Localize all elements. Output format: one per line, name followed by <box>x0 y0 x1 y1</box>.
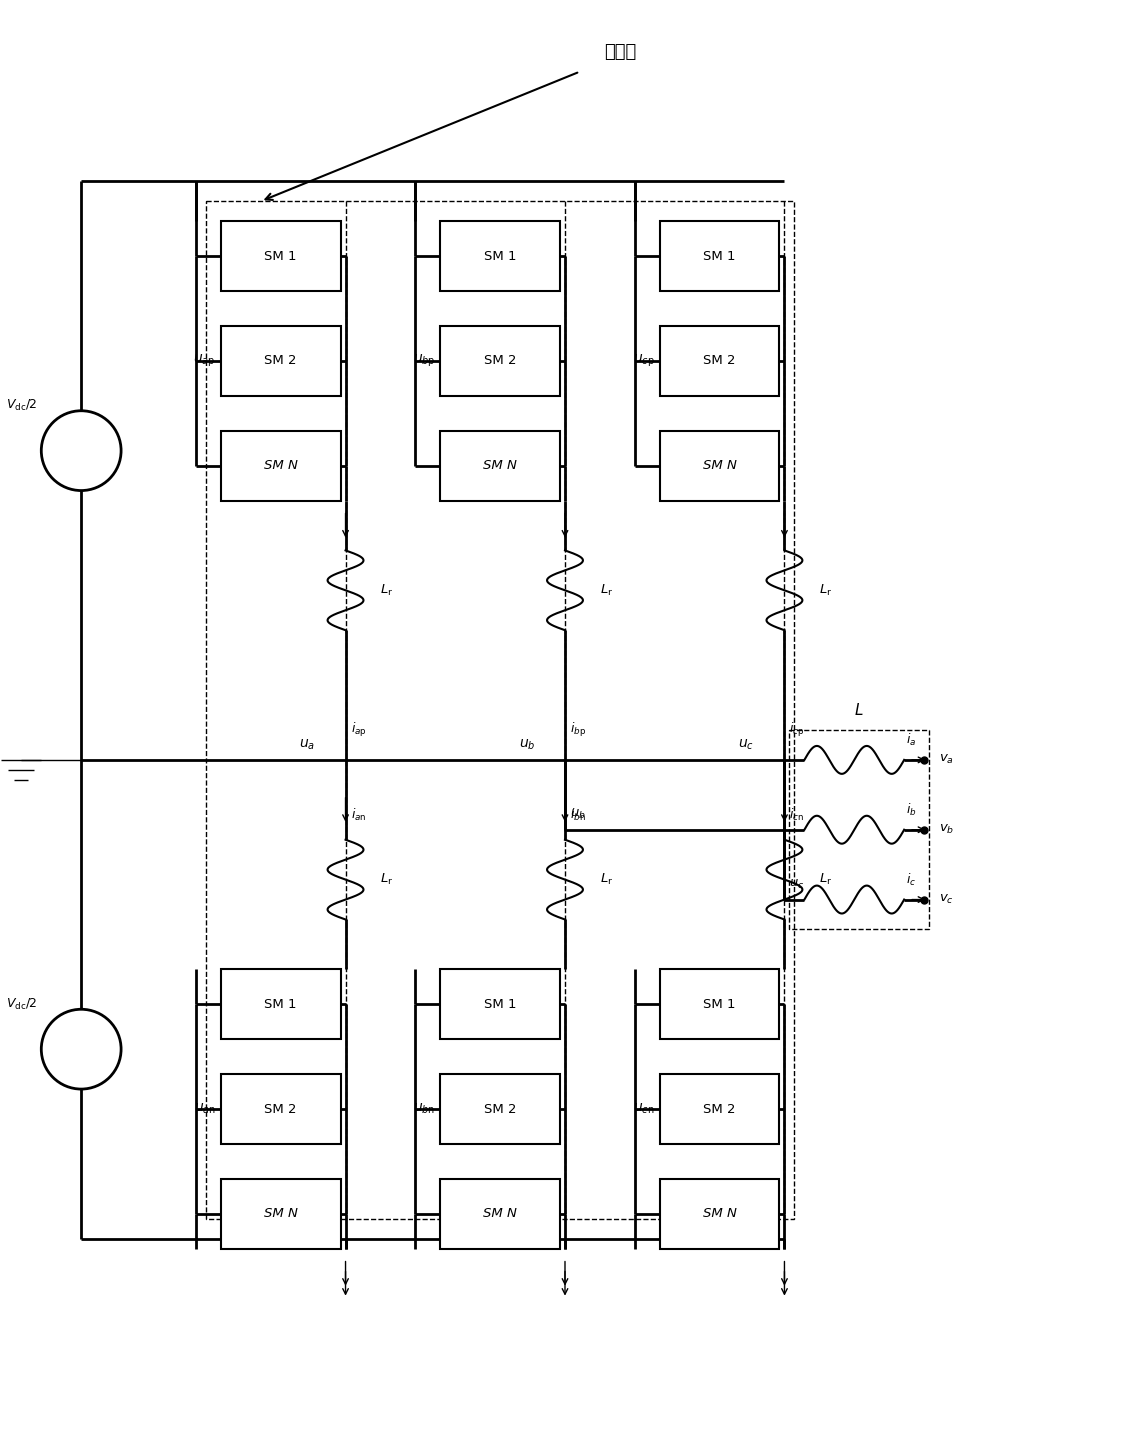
Text: $u_{c\rm p}$: $u_{c\rm p}$ <box>633 353 655 369</box>
Text: $v_a$: $v_a$ <box>939 753 954 766</box>
Text: $i_{a\rm n}$: $i_{a\rm n}$ <box>350 807 366 823</box>
Text: $u_{c}$: $u_{c}$ <box>739 737 754 752</box>
Text: SM N: SM N <box>483 459 517 472</box>
Text: $u_{b\rm n}$: $u_{b\rm n}$ <box>413 1102 436 1116</box>
Bar <box>660 1075 779 1145</box>
Text: $u_{a}$: $u_{a}$ <box>300 737 315 752</box>
Text: $u_{a\rm n}$: $u_{a\rm n}$ <box>194 1102 216 1116</box>
Text: $L_{\rm r}$: $L_{\rm r}$ <box>820 583 832 597</box>
Bar <box>440 969 560 1039</box>
Text: $u_{b}$: $u_{b}$ <box>519 737 535 752</box>
Text: SM 2: SM 2 <box>265 1103 297 1116</box>
Text: $u_{b\rm p}$: $u_{b\rm p}$ <box>413 353 436 369</box>
Bar <box>440 430 560 500</box>
Circle shape <box>42 410 122 490</box>
Text: SM 2: SM 2 <box>704 1103 736 1116</box>
Text: SM 2: SM 2 <box>265 354 297 367</box>
Text: $v_b$: $v_b$ <box>939 823 955 836</box>
Text: $L_{\rm r}$: $L_{\rm r}$ <box>381 872 394 887</box>
Text: $L_{\rm r}$: $L_{\rm r}$ <box>600 872 614 887</box>
Bar <box>660 1179 779 1249</box>
Text: SM N: SM N <box>703 459 736 472</box>
Bar <box>440 1075 560 1145</box>
Text: SM 2: SM 2 <box>704 354 736 367</box>
Text: $i_{b\rm p}$: $i_{b\rm p}$ <box>570 722 586 739</box>
Text: SM 2: SM 2 <box>484 354 517 367</box>
Bar <box>221 1075 340 1145</box>
Text: $i_{b\rm n}$: $i_{b\rm n}$ <box>570 807 586 823</box>
Bar <box>221 969 340 1039</box>
Bar <box>660 326 779 396</box>
Bar <box>789 730 929 929</box>
Bar <box>440 326 560 396</box>
Text: SM N: SM N <box>263 459 297 472</box>
Text: $L_{\rm r}$: $L_{\rm r}$ <box>820 872 832 887</box>
Text: SM 1: SM 1 <box>704 997 736 1010</box>
Bar <box>221 430 340 500</box>
Bar <box>221 1179 340 1249</box>
Text: $V_{\rm dc}/2$: $V_{\rm dc}/2$ <box>7 399 38 413</box>
Text: $i_{c\rm p}$: $i_{c\rm p}$ <box>789 722 805 739</box>
Bar <box>221 326 340 396</box>
Circle shape <box>42 1009 122 1089</box>
Text: $u_c$: $u_c$ <box>789 877 805 892</box>
Text: $i_{a\rm p}$: $i_{a\rm p}$ <box>350 722 366 739</box>
Text: $u_{a\rm p}$: $u_{a\rm p}$ <box>194 353 216 369</box>
Text: SM 1: SM 1 <box>265 250 297 263</box>
Text: $i_{c\rm n}$: $i_{c\rm n}$ <box>789 807 804 823</box>
Text: SM N: SM N <box>263 1208 297 1220</box>
Bar <box>206 201 795 1219</box>
Text: SM N: SM N <box>703 1208 736 1220</box>
Bar <box>660 969 779 1039</box>
Text: SM 1: SM 1 <box>265 997 297 1010</box>
Bar <box>660 430 779 500</box>
Bar <box>221 221 340 292</box>
Text: $V_{\rm dc}/2$: $V_{\rm dc}/2$ <box>7 997 38 1012</box>
Text: SM 2: SM 2 <box>484 1103 517 1116</box>
Text: $i_c$: $i_c$ <box>906 872 917 887</box>
Text: $L$: $L$ <box>855 702 864 717</box>
Bar <box>440 221 560 292</box>
Text: $u_b$: $u_b$ <box>570 809 586 822</box>
Text: $i_a$: $i_a$ <box>906 732 917 747</box>
Text: SM 1: SM 1 <box>484 997 517 1010</box>
Text: SM 1: SM 1 <box>704 250 736 263</box>
Bar <box>660 221 779 292</box>
Bar <box>440 1179 560 1249</box>
Text: $u_{c\rm n}$: $u_{c\rm n}$ <box>633 1102 655 1116</box>
Text: $i_b$: $i_b$ <box>906 802 917 817</box>
Text: SM N: SM N <box>483 1208 517 1220</box>
Text: 相单元: 相单元 <box>604 43 636 60</box>
Text: $v_c$: $v_c$ <box>939 893 954 906</box>
Text: SM 1: SM 1 <box>484 250 517 263</box>
Text: $L_{\rm r}$: $L_{\rm r}$ <box>600 583 614 597</box>
Text: $L_{\rm r}$: $L_{\rm r}$ <box>381 583 394 597</box>
